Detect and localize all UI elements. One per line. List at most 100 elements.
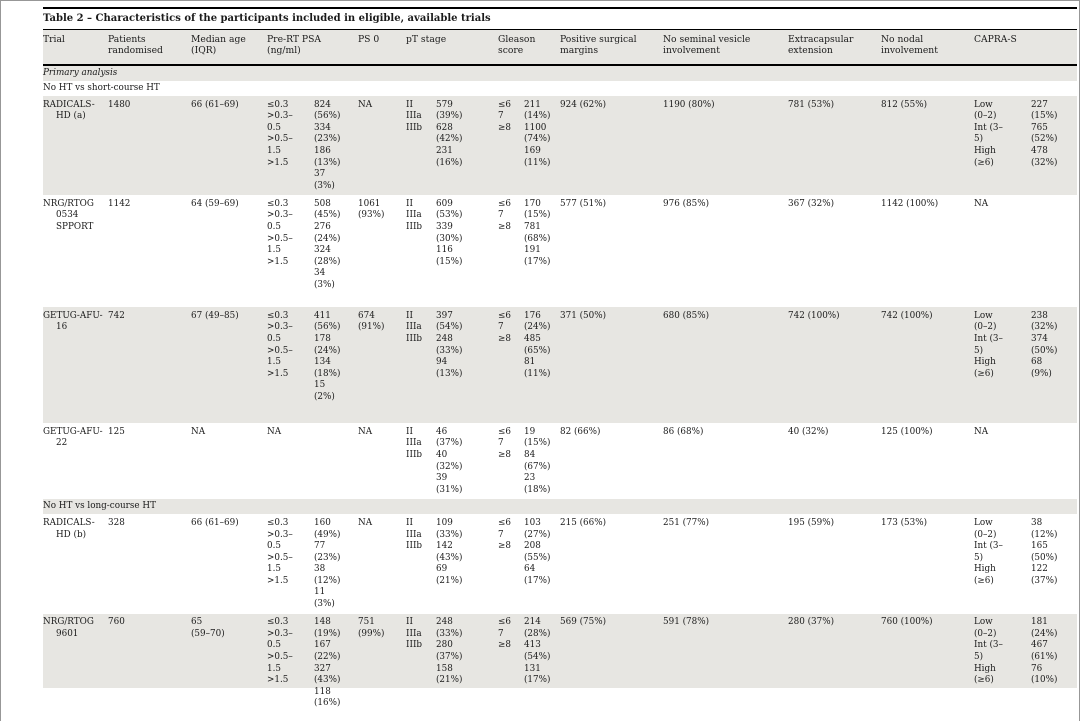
cell-capra-val [1031,423,1077,499]
cell-psa-val: 508 (45%) 276 (24%) 324 (28%) 34 (3%) [314,198,341,290]
cell-pt-cat: II IIIa IIIb [406,617,423,651]
cell-gl-cat: ≤6 7 ≥8 [498,99,511,133]
cell-ece: 367 (32%) [788,198,835,209]
col-header-gleason: Gleason score [498,33,536,57]
cell-capra-cat: Low (0–2) Int (3– 5) High (≥6) [974,617,1003,686]
cell-capra-cat: NA [974,426,989,437]
cell-svi: 591 (78%) [663,617,710,628]
cell-age: 64 (59–69) [191,198,239,209]
cell-nodal: 1142 (100%) [881,198,939,209]
section-row: No HT vs short-course HT [43,81,1077,96]
cell-capra-val: 238 (32%) 374 (50%) 68 (9%) [1031,310,1058,379]
cell-ece: 40 (32%) [788,426,829,437]
cell-psa-cat: ≤0.3 >0.3– 0.5 >0.5– 1.5 >1.5 [267,198,293,267]
cell-ps0: 751 (99%) [358,617,385,639]
cell-svi: 680 (85%) [663,310,710,321]
cell-pt-val: 397 (54%) 248 (33%) 94 (13%) [436,310,463,379]
trial-row: RADICALS-HD (a) 1480 66 (61–69) ≤0.3 >0.3– … [43,96,1077,196]
col-header-ps0: PS 0 [358,33,380,45]
cell-gl-cat: ≤6 7 ≥8 [498,617,511,651]
col-header-pre-rt-psa: Pre-RT PSA (ng/ml) [267,33,322,57]
cell-gl-cat: ≤6 7 ≥8 [498,310,511,345]
cell-psm: 569 (75%) [560,617,607,628]
cell-gl-val: 103 (27%) 208 (55%) 64 (17%) [524,517,551,586]
cell-pt-val: 248 (33%) 280 (37%) 158 (21%) [436,617,463,686]
cell-patients: 328 [108,517,125,528]
cell-svi: 1190 (80%) [663,99,715,110]
cell-psm: 82 (66%) [560,426,601,437]
cell-capra-val: 181 (24%) 467 (61%) 76 (10%) [1031,617,1058,686]
section-label: Primary analysis [43,68,118,79]
cell-svi: 86 (68%) [663,426,704,437]
cell-trial: RADICALS-HD (b) [43,517,95,540]
cell-psa-val: 411 (56%) 178 (24%) 134 (18%) 15 (2%) [314,310,341,402]
table-title: Table 2 – Characteristics of the partici… [43,13,491,24]
cell-ece: 781 (53%) [788,99,835,110]
trial-row: GETUG-AFU-22 125 NA NA NA II IIIa IIIb 46 (37%… [43,423,1077,499]
cell-ps0: 1061 (93%) [358,198,385,221]
cell-gl-cat: ≤6 7 ≥8 [498,198,511,233]
cell-gl-val: 176 (24%) 485 (65%) 81 (11%) [524,310,551,379]
cell-psa-cat: ≤0.3 >0.3– 0.5 >0.5– 1.5 >1.5 [267,310,293,379]
cell-gl-val: 211 (14%) 1100 (74%) 169 (11%) [524,99,551,168]
cell-trial: GETUG-AFU-16 [43,310,103,333]
cell-psa-cat: NA [267,426,282,437]
cell-svi: 251 (77%) [663,517,710,528]
table-body: Primary analysis No HT vs short-course HT… [43,66,1077,721]
cell-gl-cat: ≤6 7 ≥8 [498,426,511,461]
cell-pt-cat: II IIIa IIIb [406,198,423,233]
cell-psa-cat: ≤0.3 >0.3– 0.5 >0.5– 1.5 >1.5 [267,517,293,586]
col-header-pt-stage: pT stage [406,33,447,45]
cell-pt-val: 609 (53%) 339 (30%) 116 (15%) [436,198,463,267]
cell-psa-val: 148 (19%) 167 (22%) 327 (43%) 118 (16%) [314,617,341,709]
col-header-trial: Trial [43,33,65,45]
cell-patients: 1142 [108,198,131,209]
cell-patients: 760 [108,617,125,628]
cell-trial: NRG/RTOG 0534 SPPORT [43,198,94,233]
cell-pt-cat: II IIIa IIIb [406,99,423,133]
cell-nodal: 173 (53%) [881,517,928,528]
cell-nodal: 812 (55%) [881,99,928,110]
col-header-psm: Positive surgical margins [560,33,637,57]
cell-capra-cat: NA [974,198,989,209]
col-header-patients: Patients randomised [108,33,163,57]
cell-psm: 924 (62%) [560,99,607,110]
col-header-nodal: No nodal involvement [881,33,938,57]
cell-pt-val: 579 (39%) 628 (42%) 231 (16%) [436,99,463,168]
col-header-median-age: Median age (IQR) [191,33,246,57]
cell-capra-cat: Low (0–2) Int (3– 5) High (≥6) [974,310,1003,379]
col-header-svi: No seminal vesicle involvement [663,33,751,57]
cell-age: 67 (49–85) [191,310,239,321]
trial-row: RADICALS-HD (b) 328 66 (61–69) ≤0.3 >0.3– 0… [43,514,1077,613]
cell-ece: 280 (37%) [788,617,835,628]
cell-gl-cat: ≤6 7 ≥8 [498,517,511,552]
section-label: No HT vs long-course HT [43,501,156,512]
cell-psa-val: 160 (49%) 77 (23%) 38 (12%) 11 (3%) [314,517,341,610]
cell-ece: 742 (100%) [788,310,840,321]
cell-age: NA [191,426,206,437]
cell-pt-cat: II IIIa IIIb [406,310,423,345]
cell-trial: NRG/RTOG 9601 [43,617,94,639]
section-label: No HT vs short-course HT [43,83,160,94]
cell-pt-cat: II IIIa IIIb [406,426,423,461]
cell-nodal: 125 (100%) [881,426,933,437]
cell-psa-val: 824 (56%) 334 (23%) 186 (13%) 37 (3%) [314,99,341,191]
table-2: Table 2 – Characteristics of the partici… [43,7,1077,721]
cell-pt-val: 46 (37%) 40 (32%) 39 (31%) [436,426,463,495]
cell-capra-val [1031,195,1077,307]
cell-nodal: 742 (100%) [881,310,933,321]
cell-gl-val: 214 (28%) 413 (54%) 131 (17%) [524,617,551,686]
cell-capra-val: 38 (12%) 165 (50%) 122 (37%) [1031,517,1058,586]
col-header-capra-s: CAPRA-S [974,33,1017,45]
cell-age: 66 (61–69) [191,517,239,528]
section-row: No HT vs long-course HT [43,499,1077,515]
cell-age: 66 (61–69) [191,99,239,110]
col-header-ece: Extracapsular extension [788,33,854,57]
cell-ps0: NA [358,426,373,437]
cell-gl-val: 170 (15%) 781 (68%) 191 (17%) [524,198,551,267]
cell-ece: 195 (59%) [788,517,835,528]
cell-pt-val: 109 (33%) 142 (43%) 69 (21%) [436,517,463,586]
table-header-row: Trial Patients randomised Median age (IQR)… [43,29,1077,67]
cell-ps0: NA [358,517,373,528]
